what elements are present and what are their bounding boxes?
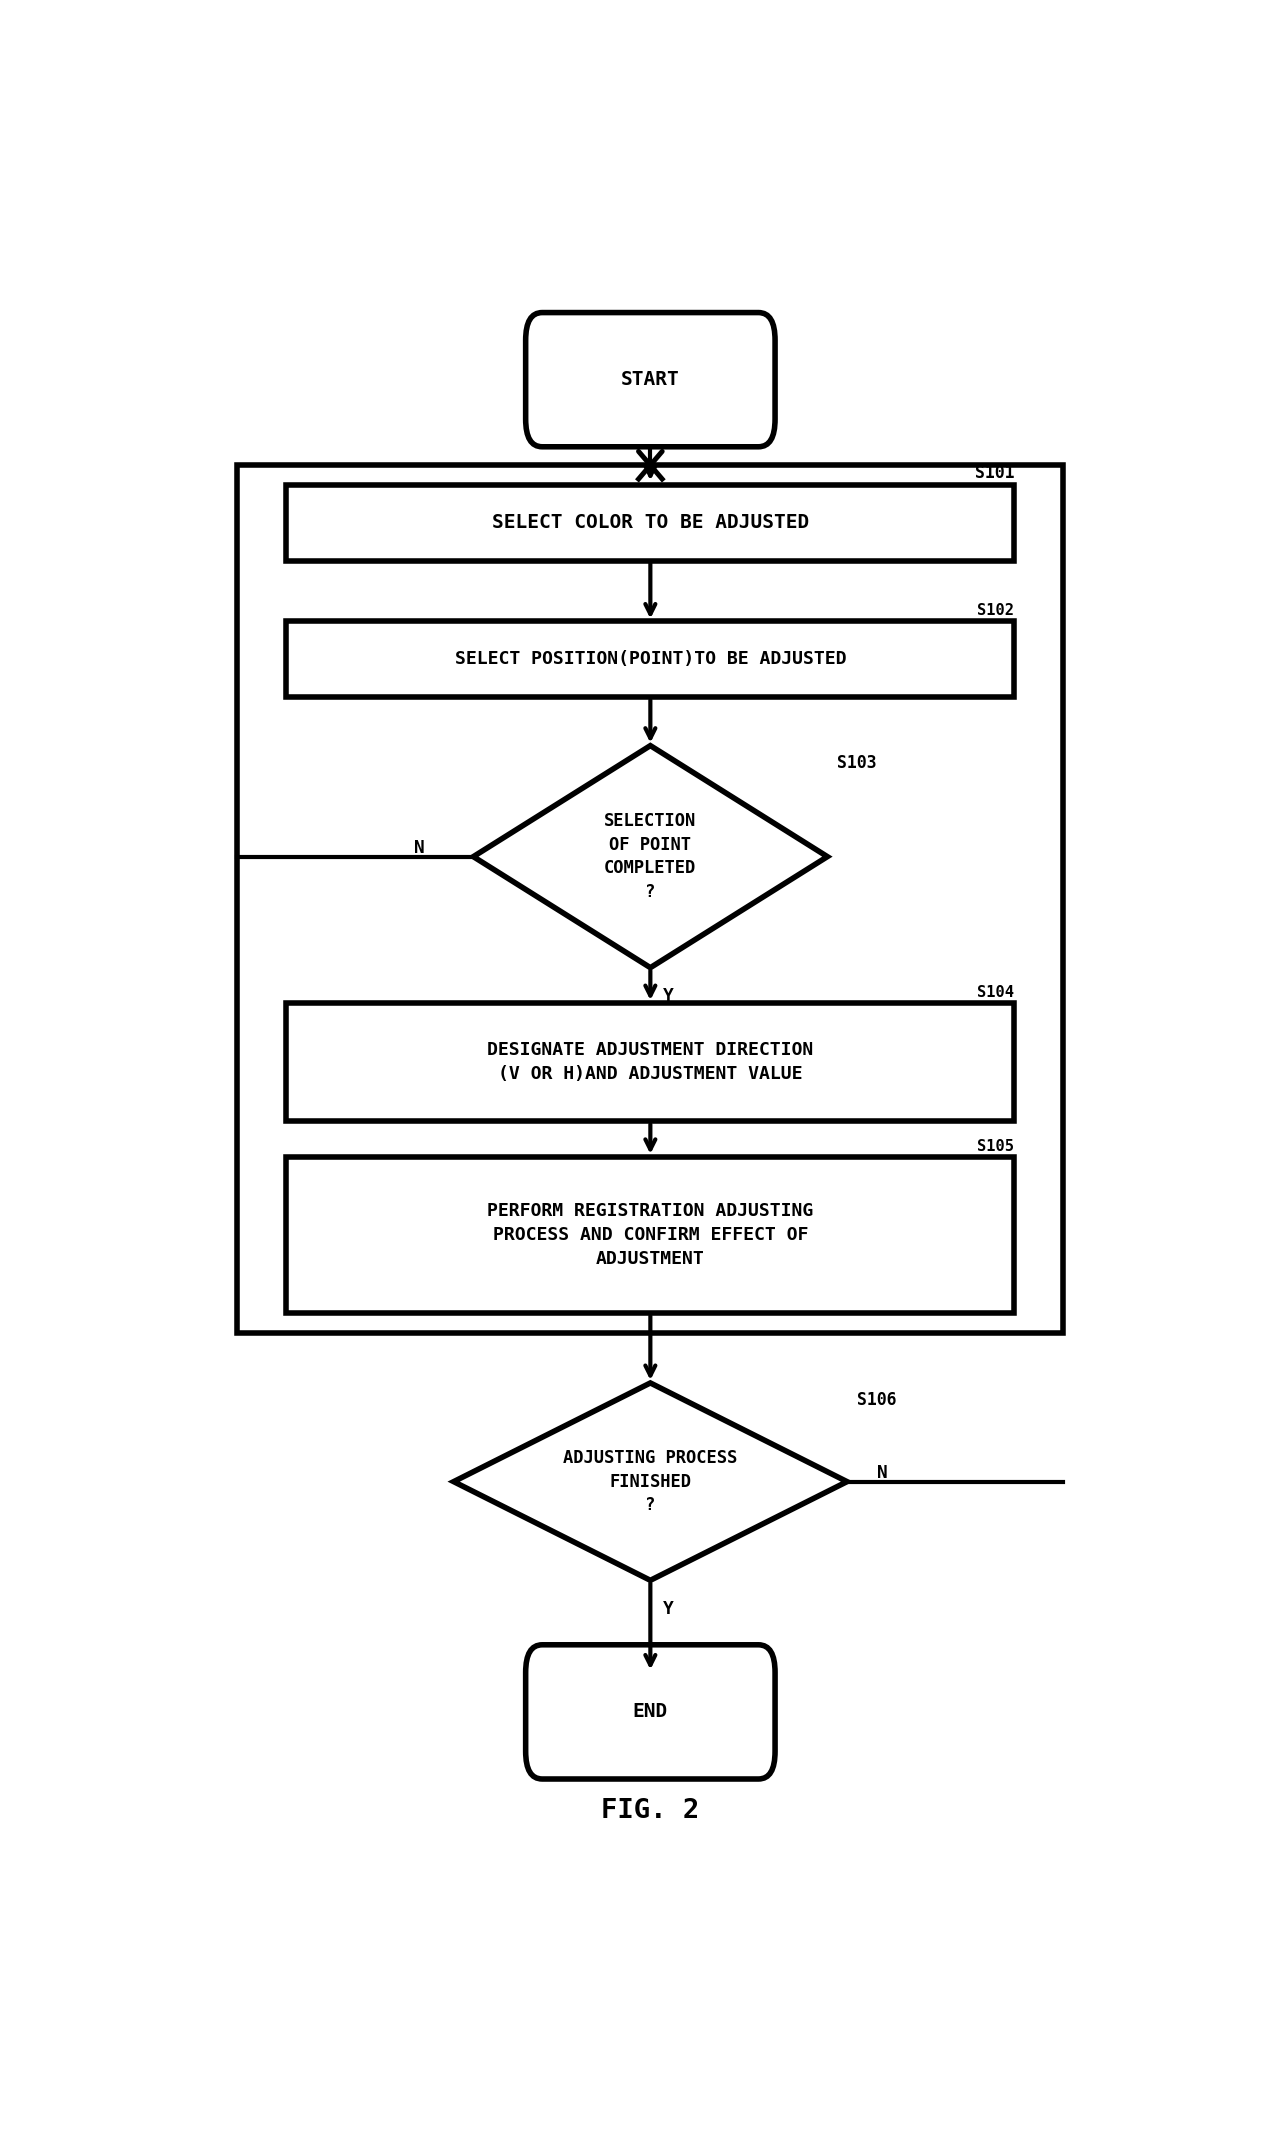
Bar xyxy=(287,485,1014,560)
Text: N: N xyxy=(414,839,425,857)
Text: PERFORM REGISTRATION ADJUSTING
PROCESS AND CONFIRM EFFECT OF
ADJUSTMENT: PERFORM REGISTRATION ADJUSTING PROCESS A… xyxy=(487,1203,813,1267)
Text: S104: S104 xyxy=(977,985,1014,1000)
Text: S102: S102 xyxy=(977,602,1014,617)
Text: Y: Y xyxy=(662,1600,674,1619)
Text: END: END xyxy=(633,1702,667,1722)
FancyBboxPatch shape xyxy=(525,312,775,446)
FancyBboxPatch shape xyxy=(525,1645,775,1779)
Text: N: N xyxy=(877,1465,887,1482)
Text: FIG. 2: FIG. 2 xyxy=(602,1799,699,1824)
Text: S106: S106 xyxy=(857,1391,896,1410)
Text: SELECT POSITION(POINT)TO BE ADJUSTED: SELECT POSITION(POINT)TO BE ADJUSTED xyxy=(454,649,846,669)
Text: Y: Y xyxy=(662,987,674,1006)
Polygon shape xyxy=(454,1382,848,1581)
Text: START: START xyxy=(621,370,680,389)
Bar xyxy=(237,466,1063,1333)
Polygon shape xyxy=(473,745,827,968)
Bar xyxy=(287,622,1014,696)
Bar xyxy=(287,1158,1014,1314)
Text: DESIGNATE ADJUSTMENT DIRECTION
(V OR H)AND ADJUSTMENT VALUE: DESIGNATE ADJUSTMENT DIRECTION (V OR H)A… xyxy=(487,1042,813,1083)
Text: S105: S105 xyxy=(977,1138,1014,1153)
Bar xyxy=(287,1004,1014,1121)
Text: ADJUSTING PROCESS
FINISHED
?: ADJUSTING PROCESS FINISHED ? xyxy=(563,1448,737,1514)
Text: S103: S103 xyxy=(838,754,877,771)
Text: S101: S101 xyxy=(975,464,1014,481)
Text: SELECTION
OF POINT
COMPLETED
?: SELECTION OF POINT COMPLETED ? xyxy=(604,812,697,901)
Text: SELECT COLOR TO BE ADJUSTED: SELECT COLOR TO BE ADJUSTED xyxy=(492,513,810,532)
